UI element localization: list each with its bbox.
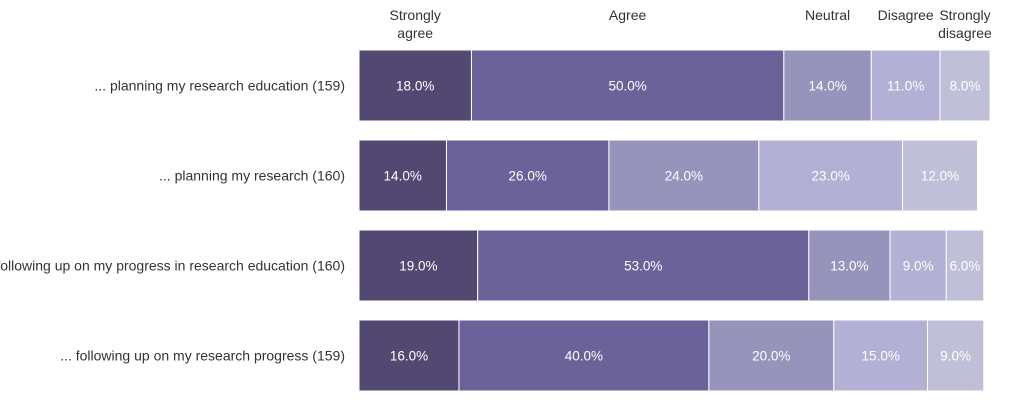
data-label: 20.0%	[752, 349, 790, 364]
bar-segment	[358, 319, 460, 392]
data-label: 6.0%	[950, 259, 981, 274]
data-label: 13.0%	[830, 259, 868, 274]
category-label: ... following up on my progress in resea…	[0, 258, 345, 274]
bar-segment	[758, 139, 904, 212]
data-label: 53.0%	[624, 259, 662, 274]
bar-segment	[708, 319, 835, 392]
data-label: 16.0%	[390, 349, 428, 364]
column-header-label: Neutral	[805, 7, 850, 23]
data-label: 26.0%	[509, 169, 547, 184]
bar-segment	[808, 229, 891, 302]
bar-segment	[927, 319, 985, 392]
column-header-label: Agree	[609, 7, 647, 23]
column-header-label: Strongly	[390, 7, 441, 23]
data-label: 11.0%	[887, 79, 924, 94]
column-header-label: Disagree	[878, 7, 934, 23]
column-header-label: Strongly	[939, 7, 990, 23]
category-label: ... following up on my research progress…	[60, 348, 345, 364]
data-label: 14.0%	[384, 169, 422, 184]
data-label: 23.0%	[812, 169, 850, 184]
category-label: ... planning my research education (159)	[94, 78, 345, 94]
bar-segment	[889, 229, 947, 302]
data-label: 50.0%	[608, 79, 646, 94]
data-label: 24.0%	[665, 169, 703, 184]
column-header-label: disagree	[938, 25, 992, 41]
column-header-label: agree	[397, 25, 433, 41]
bar-segment	[358, 139, 447, 212]
bar-segment	[902, 139, 979, 212]
data-label: 8.0%	[950, 79, 981, 94]
data-label: 15.0%	[862, 349, 900, 364]
bar-segment	[870, 49, 941, 122]
data-label: 14.0%	[808, 79, 846, 94]
bar-segment	[608, 139, 760, 212]
data-label: 40.0%	[565, 349, 603, 364]
bar-segment	[358, 49, 472, 122]
data-label: 12.0%	[921, 169, 959, 184]
data-label: 9.0%	[903, 259, 934, 274]
data-label: 9.0%	[940, 349, 971, 364]
bar-segment	[470, 49, 785, 122]
bar-segment	[833, 319, 929, 392]
bar-segment	[939, 49, 991, 122]
bar-segment	[477, 229, 810, 302]
bar-segment	[458, 319, 710, 392]
bar-segment	[945, 229, 985, 302]
bar-segment	[783, 49, 872, 122]
bar-segment	[445, 139, 610, 212]
category-label: ... planning my research (160)	[159, 168, 345, 184]
data-label: 18.0%	[396, 79, 434, 94]
data-label: 19.0%	[399, 259, 437, 274]
